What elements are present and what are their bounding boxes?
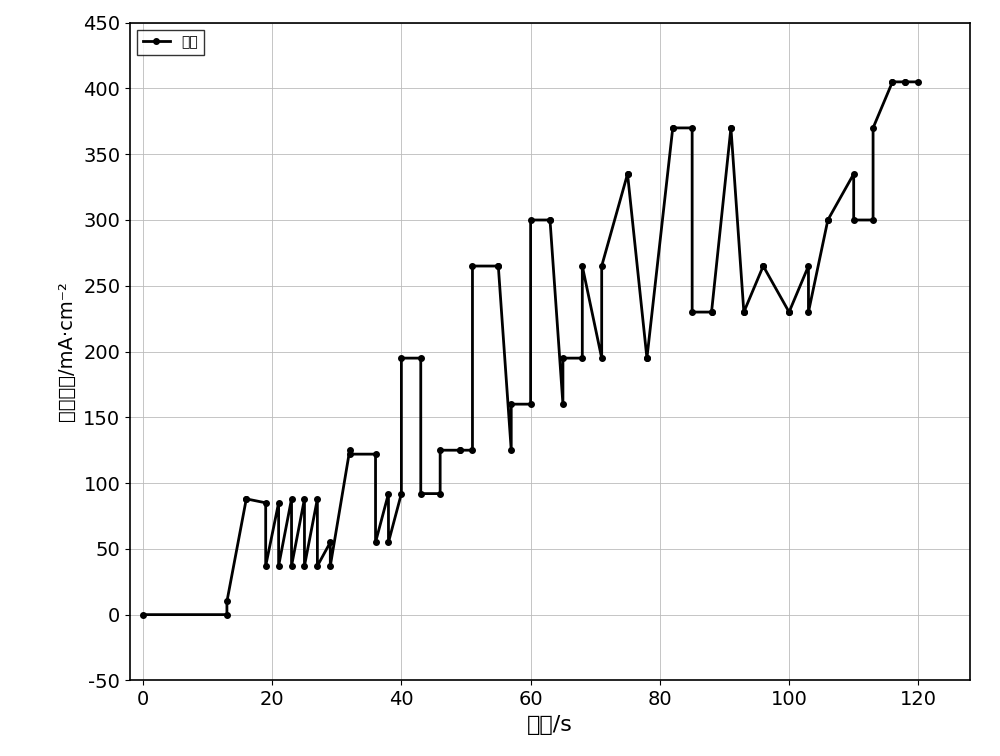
Legend: 载荷: 载荷 [137,29,204,54]
Y-axis label: 电流密度/mA·cm⁻²: 电流密度/mA·cm⁻² [57,281,76,422]
X-axis label: 时间/s: 时间/s [527,714,573,735]
